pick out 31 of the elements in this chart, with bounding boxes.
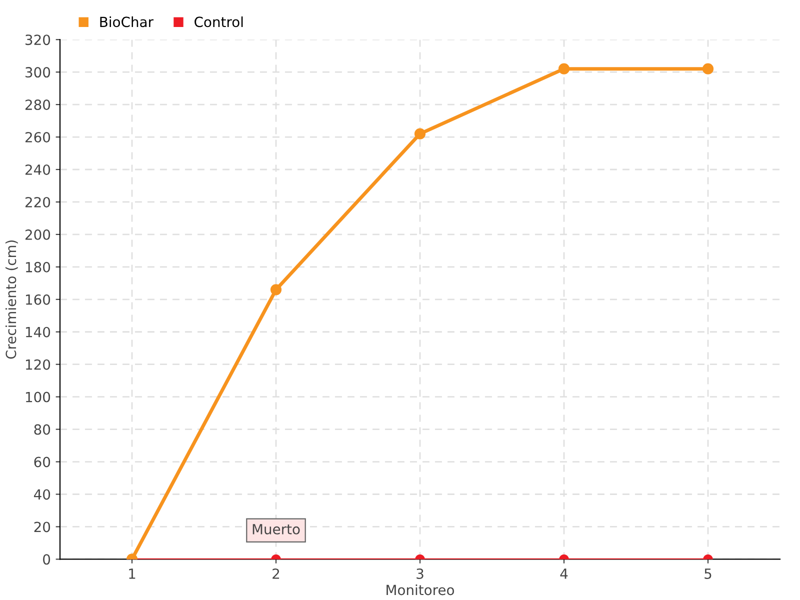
y-tick-label: 140 [26, 326, 50, 338]
y-axis-title: Crecimiento (cm) [5, 240, 18, 359]
y-tick-label: 220 [25, 196, 50, 208]
y-tick-label: 280 [25, 100, 50, 110]
point [702, 63, 714, 74]
y-tick-label: 120 [26, 359, 50, 370]
x-axis-title: Monitoreo [386, 584, 454, 596]
x-tick-label: 4 [560, 568, 568, 579]
y-tick-label: 320 [26, 34, 50, 46]
x-tick-label: 2 [272, 568, 280, 579]
y-tick-label: 80 [34, 424, 50, 435]
y-tick-label: 260 [25, 132, 50, 142]
x-tick-label: 1 [129, 568, 136, 579]
x-tick-label: 5 [704, 568, 712, 579]
y-tick-label: 60 [34, 456, 50, 468]
x-tick-label: 3 [416, 568, 424, 579]
annotation: Muerto [252, 524, 300, 534]
y-tick-label: 240 [25, 164, 50, 175]
y-tick-label: 100 [26, 392, 50, 402]
point [558, 63, 570, 74]
legend-label: BioChar [100, 16, 154, 28]
y-tick-label: 180 [26, 262, 50, 272]
y-tick-label: 200 [25, 229, 50, 240]
legend-label: Control [194, 16, 243, 28]
y-tick-label: 20 [34, 522, 50, 532]
y-tick-label: 160 [26, 294, 50, 305]
y-tick-label: 0 [43, 554, 50, 565]
point [414, 128, 426, 140]
y-tick-label: 300 [26, 67, 50, 78]
point [270, 284, 282, 296]
y-tick-label: 40 [34, 489, 50, 500]
